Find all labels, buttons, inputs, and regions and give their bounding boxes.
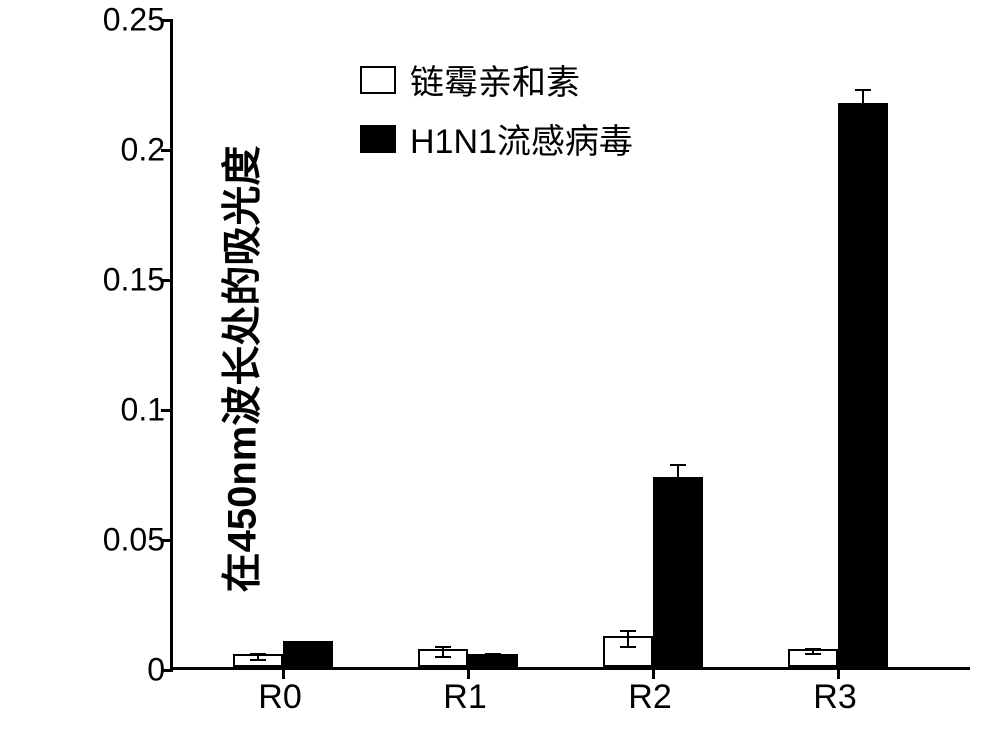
error-cap-top — [485, 653, 501, 655]
error-cap-top — [620, 630, 636, 632]
legend-swatch-white — [360, 66, 396, 94]
legend-label-1: 链霉亲和素 — [410, 55, 580, 104]
error-cap-bottom — [485, 659, 501, 661]
error-stem — [862, 90, 864, 121]
error-cap-bottom — [620, 646, 636, 648]
x-tick-label-R0: R0 — [258, 678, 301, 717]
error-cap-bottom — [855, 120, 871, 122]
y-tick-label: 0.15 — [103, 262, 165, 299]
error-cap-bottom — [435, 656, 451, 658]
chart-container: 链霉亲和素 H1N1流感病毒 — [170, 20, 970, 680]
error-cap-top — [805, 648, 821, 650]
legend-label-2: H1N1流感病毒 — [410, 114, 633, 163]
y-tick-label: 0.1 — [121, 392, 165, 429]
x-tick-label-R2: R2 — [628, 678, 671, 717]
x-tick-label-R1: R1 — [443, 678, 486, 717]
bar-R2-series1 — [653, 477, 703, 667]
legend-swatch-black — [360, 125, 396, 153]
legend-item-streptavidin: 链霉亲和素 — [360, 55, 633, 104]
error-cap-top — [250, 653, 266, 655]
y-tick-label: 0.05 — [103, 522, 165, 559]
error-cap-top — [670, 464, 686, 466]
y-tick-label: 0.2 — [121, 132, 165, 169]
legend-item-h1n1: H1N1流感病毒 — [360, 114, 633, 163]
error-stem — [627, 631, 629, 647]
error-cap-bottom — [805, 653, 821, 655]
legend: 链霉亲和素 H1N1流感病毒 — [360, 55, 633, 173]
y-tick-label: 0 — [147, 652, 165, 689]
error-stem — [677, 465, 679, 496]
error-cap-top — [855, 89, 871, 91]
error-cap-bottom — [670, 495, 686, 497]
bar-R3-series1 — [838, 103, 888, 667]
x-tick-label-R3: R3 — [813, 678, 856, 717]
error-cap-top — [435, 646, 451, 648]
y-tick-label: 0.25 — [103, 2, 165, 39]
error-cap-bottom — [250, 659, 266, 661]
bar-R0-series1 — [283, 641, 333, 667]
